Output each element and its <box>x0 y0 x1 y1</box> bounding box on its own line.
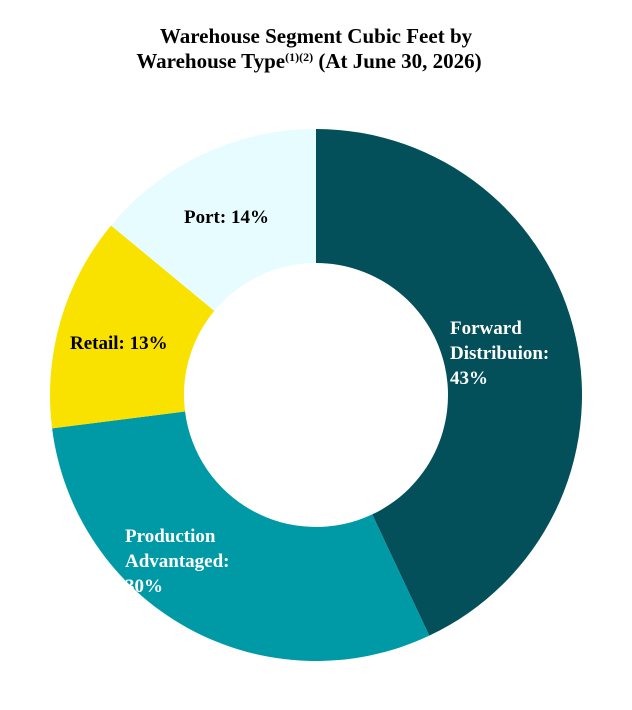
slice-label-line: 43% <box>450 368 488 389</box>
donut-slice-production-advantaged <box>52 411 430 661</box>
slice-label-line: Distribuion: <box>450 343 549 364</box>
slice-label-line: Port: 14% <box>184 207 269 228</box>
slice-label-line: Forward <box>450 318 522 339</box>
donut-slice-forward-distribuion <box>316 129 582 636</box>
slice-label-line: 30% <box>125 576 163 597</box>
chart-title-suffix: (At June 30, 2026) <box>313 49 482 73</box>
slice-label-line: Production <box>125 526 216 547</box>
slice-label-line: Advantaged: <box>125 551 230 572</box>
slice-label-production-advantaged: Production Advantaged: 30% <box>125 526 230 597</box>
donut-slice-port <box>111 129 316 311</box>
slice-label-forward-distribuion: Forward Distribuion: 43% <box>450 318 549 389</box>
chart-title-line-2: Warehouse Type(1)(2) (At June 30, 2026) <box>0 49 632 74</box>
donut-labels: Forward Distribuion: 43% Production Advantag… <box>70 207 549 597</box>
slice-label-retail: Retail: 13% <box>70 333 168 354</box>
chart-title: Warehouse Segment Cubic Feet by Warehous… <box>0 24 632 74</box>
slice-label-line: Retail: 13% <box>70 333 168 354</box>
chart-title-line-1: Warehouse Segment Cubic Feet by <box>159 24 473 48</box>
slice-label-port: Port: 14% <box>184 207 269 228</box>
chart-title-footnote-marker: (1)(2) <box>285 50 314 64</box>
donut-slice-retail <box>49 225 215 429</box>
chart-title-text: Warehouse Type <box>136 49 286 73</box>
donut-slices <box>49 129 582 661</box>
